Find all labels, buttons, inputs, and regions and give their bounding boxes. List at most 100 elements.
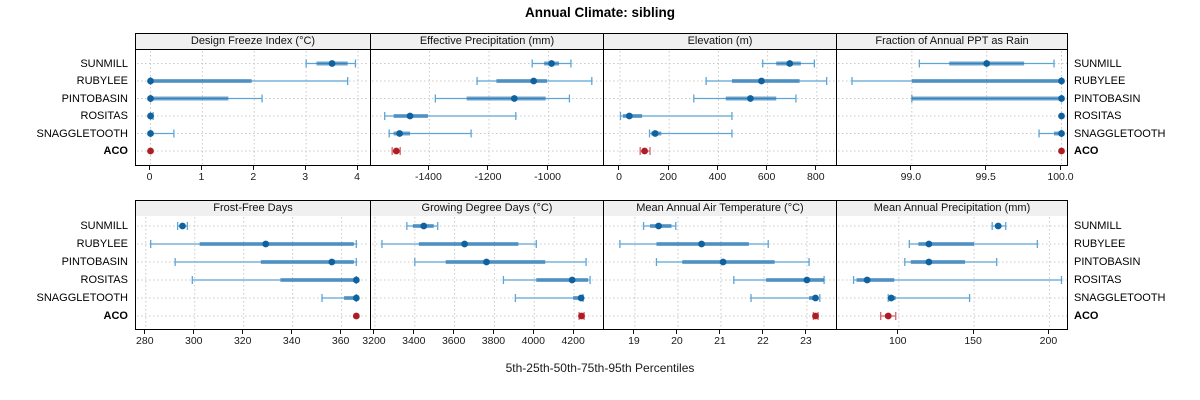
median-dot: [803, 276, 811, 284]
axis-tick-label: 4000: [521, 335, 545, 347]
panel-plot-svg: [372, 217, 602, 328]
row-label-left: SNAGGLETOOTH: [36, 292, 128, 304]
axis-tick-label: 0: [616, 171, 622, 183]
axis-tick: [193, 330, 195, 334]
median-dot: [925, 258, 933, 266]
axis-tick: [200, 166, 202, 170]
median-dot: [651, 130, 659, 137]
axis-tick-label: 0: [146, 171, 153, 183]
axis-tick-label: 2: [250, 171, 257, 183]
median-dot: [568, 276, 576, 284]
median-dot: [758, 77, 765, 85]
median-dot: [1058, 112, 1065, 120]
median-dot: [147, 147, 154, 155]
axis-tick: [897, 330, 899, 334]
axis-tick-label: 3600: [441, 335, 466, 347]
axis-tick: [910, 166, 912, 170]
axis-tick: [572, 330, 574, 334]
row-label-left: ACO: [103, 145, 128, 157]
row-label-left: ACO: [103, 310, 128, 322]
axis-tick: [1060, 166, 1062, 170]
axis-tick-label: 100: [889, 335, 907, 347]
panel-strip: Frost-Free Days: [135, 200, 370, 217]
median-dot: [719, 258, 727, 266]
median-dot: [328, 60, 336, 67]
median-dot: [147, 130, 154, 137]
median-dot: [406, 112, 414, 120]
row-label-left: RUBYLEE: [76, 75, 128, 87]
median-dot: [655, 222, 662, 230]
axis-tick: [676, 330, 678, 334]
row-label-left: RUBYLEE: [76, 238, 128, 250]
axis-tick-label: -1200: [474, 171, 502, 183]
axis-tick: [413, 330, 415, 334]
row-label-right: PINTOBASIN: [1074, 92, 1141, 105]
panel-plot: [603, 50, 836, 166]
row-label-left: ROSITAS: [80, 274, 128, 286]
panel-plot-svg: [605, 51, 835, 164]
median-dot: [786, 60, 794, 67]
row-label-right: SNAGGLETOOTH: [1074, 292, 1166, 304]
axis-tick: [815, 166, 817, 170]
median-dot: [887, 294, 895, 302]
axis-tick-label: 200: [1039, 335, 1058, 347]
panel-title: Growing Degree Days (°C): [421, 202, 553, 214]
row-label-right: SUNMILL: [1074, 220, 1122, 232]
median-dot: [1058, 130, 1065, 137]
panel-strip: Growing Degree Days (°C): [370, 200, 603, 217]
axis-tick-label: 200: [659, 171, 677, 183]
axis-tick-label: 23: [800, 335, 812, 347]
median-dot: [179, 222, 186, 230]
axis-tick-label: -1400: [414, 171, 442, 183]
panel-strip: Design Freeze Index (°C): [135, 33, 370, 50]
axis-tick-label: 400: [708, 171, 727, 183]
axis-tick: [985, 166, 987, 170]
panel-plot: [135, 216, 370, 330]
axis-tick-label: -1000: [534, 171, 562, 183]
panel-strip: Mean Annual Air Temperature (°C): [603, 200, 836, 217]
median-dot: [328, 258, 336, 266]
median-dot: [746, 95, 754, 102]
axis-tick: [144, 330, 146, 334]
axis-tick: [633, 330, 635, 334]
axis-tick-label: 4: [354, 171, 360, 183]
panel-title: Mean Annual Precipitation (mm): [873, 202, 1031, 214]
median-dot: [884, 312, 892, 320]
axis-tick: [252, 166, 254, 170]
panel-plot: [370, 216, 603, 330]
row-label-left: SNAGGLETOOTH: [36, 127, 128, 140]
axis-tick: [719, 330, 721, 334]
axis-tick-label: 1: [198, 171, 205, 183]
median-dot: [925, 240, 933, 248]
axis-tick-label: 320: [233, 335, 252, 347]
panel-strip: Fraction of Annual PPT as Rain: [836, 33, 1068, 50]
axis-tick: [427, 166, 429, 170]
panel-title: Elevation (m): [687, 35, 753, 47]
panel-plot-svg: [838, 217, 1067, 328]
median-dot: [352, 294, 360, 302]
panel-plot: [603, 216, 836, 330]
median-dot: [983, 60, 991, 67]
row-label-right: RUBYLEE: [1074, 238, 1126, 250]
panel-title: Effective Precipitation (mm): [419, 35, 555, 47]
median-dot: [461, 240, 468, 248]
row-label-left: ROSITAS: [80, 110, 128, 122]
axis-tick-label: 3400: [402, 335, 426, 347]
axis-tick-label: 3200: [362, 335, 386, 347]
median-dot: [863, 276, 871, 284]
median-dot: [147, 77, 154, 85]
axis-tick-label: 100.0: [1047, 171, 1074, 183]
median-dot: [147, 95, 154, 102]
axis-tick: [766, 166, 768, 170]
axis-tick: [356, 166, 358, 170]
axis-tick-label: 3800: [481, 335, 506, 347]
median-dot: [530, 77, 538, 85]
row-label-right: SUNMILL: [1074, 57, 1122, 70]
panel-strip: Effective Precipitation (mm): [370, 33, 603, 50]
median-dot: [548, 60, 555, 67]
median-dot: [352, 312, 360, 320]
axis-tick: [532, 330, 534, 334]
panel-plot: [370, 50, 603, 166]
axis-tick-label: 20: [671, 335, 683, 347]
